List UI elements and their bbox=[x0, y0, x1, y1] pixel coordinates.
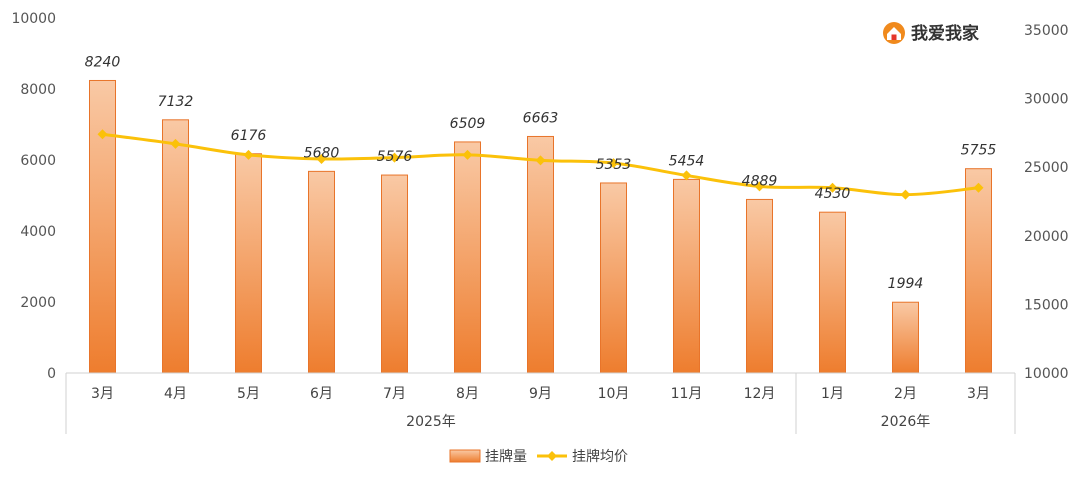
line-point bbox=[462, 149, 473, 160]
x-tick-label: 8月 bbox=[456, 386, 479, 402]
left-tick-label: 0 bbox=[47, 366, 56, 382]
left-tick-label: 10000 bbox=[11, 11, 56, 27]
bar-value-label: 7132 bbox=[158, 94, 194, 110]
x-axis: 3月 4月 5月 6月 7月 8月 9月 10月 11月 12月 1月 2月 3月 2025年 2026年 bbox=[65, 372, 1016, 434]
right-tick-label: 25000 bbox=[1024, 160, 1069, 176]
bar-value-label: 1994 bbox=[888, 276, 924, 292]
right-tick-label: 30000 bbox=[1024, 92, 1069, 108]
line-series bbox=[97, 129, 984, 200]
x-tick-label: 10月 bbox=[598, 386, 630, 402]
bar bbox=[819, 211, 846, 374]
legend-line-marker bbox=[547, 451, 557, 461]
legend-item-line: 挂牌均价 bbox=[537, 448, 628, 465]
line-point bbox=[389, 152, 400, 163]
line-point bbox=[754, 181, 765, 192]
x-tick-label: 5月 bbox=[237, 386, 260, 402]
legend-item-bar: 挂牌量 bbox=[449, 448, 527, 465]
bar bbox=[235, 153, 262, 374]
bar bbox=[600, 182, 627, 374]
x-tick-label: 4月 bbox=[164, 386, 187, 402]
left-tick-label: 4000 bbox=[20, 224, 56, 240]
x-tick-label: 3月 bbox=[91, 386, 114, 402]
bar bbox=[673, 178, 700, 374]
x-tick-label: 11月 bbox=[671, 386, 703, 402]
line-point bbox=[681, 170, 692, 181]
line-point bbox=[316, 153, 327, 164]
x-tick-label: 7月 bbox=[383, 386, 406, 402]
bar-value-label: 4889 bbox=[742, 173, 778, 189]
bar bbox=[162, 119, 189, 374]
x-tick-label: 12月 bbox=[744, 386, 776, 402]
bar-value-label: 5576 bbox=[377, 149, 413, 165]
bar-value-label: 5454 bbox=[669, 153, 705, 169]
logo-text: 我爱我家 bbox=[911, 23, 979, 44]
right-tick-label: 20000 bbox=[1024, 229, 1069, 245]
left-tick-label: 6000 bbox=[20, 153, 56, 169]
data-labels: 8240 7132 6176 5680 5576 6509 6663 5353 5454 4889… bbox=[85, 54, 997, 292]
bar-value-label: 4530 bbox=[815, 186, 851, 202]
bar bbox=[746, 198, 773, 374]
legend-line-label: 挂牌均价 bbox=[572, 448, 628, 465]
line-point bbox=[900, 189, 911, 200]
line-point bbox=[97, 129, 108, 140]
legend: 挂牌量 挂牌均价 bbox=[449, 448, 628, 465]
bar-value-label: 6176 bbox=[231, 128, 267, 144]
bar bbox=[892, 301, 919, 374]
right-tick-label: 10000 bbox=[1024, 366, 1069, 382]
line-point bbox=[535, 155, 546, 166]
right-tick-label: 15000 bbox=[1024, 297, 1069, 313]
right-axis: 10000 15000 20000 25000 30000 35000 bbox=[1024, 23, 1069, 382]
bar-value-label: 8240 bbox=[85, 54, 121, 70]
bar-value-label: 5755 bbox=[961, 143, 997, 159]
left-axis: 0 2000 4000 6000 8000 10000 bbox=[11, 11, 56, 382]
line-point bbox=[243, 149, 254, 160]
brand-logo: 我爱我家 bbox=[883, 22, 979, 44]
legend-bar-label: 挂牌量 bbox=[485, 448, 527, 465]
x-tick-label: 3月 bbox=[967, 386, 990, 402]
left-tick-label: 2000 bbox=[20, 295, 56, 311]
x-group-label: 2026年 bbox=[881, 414, 931, 430]
x-tick-label: 2月 bbox=[894, 386, 917, 402]
line-point bbox=[827, 182, 838, 193]
bar-value-label: 5353 bbox=[596, 157, 632, 173]
x-tick-label: 6月 bbox=[310, 386, 333, 402]
bar bbox=[381, 174, 408, 374]
bar bbox=[308, 170, 335, 374]
x-tick-label: 1月 bbox=[821, 386, 844, 402]
bar bbox=[527, 135, 554, 374]
left-tick-label: 8000 bbox=[20, 82, 56, 98]
bar-value-label: 6663 bbox=[523, 110, 559, 126]
x-tick-label: 9月 bbox=[529, 386, 552, 402]
x-group-label: 2025年 bbox=[406, 414, 456, 430]
bar bbox=[454, 141, 481, 374]
line-point bbox=[608, 158, 619, 169]
line-point bbox=[170, 138, 181, 149]
line-point bbox=[973, 182, 984, 193]
bar-value-label: 6509 bbox=[450, 116, 486, 132]
bar bbox=[965, 168, 992, 374]
right-tick-label: 35000 bbox=[1024, 23, 1069, 39]
house-logo-icon bbox=[883, 22, 905, 44]
bar-value-label: 5680 bbox=[304, 145, 340, 161]
bar bbox=[89, 79, 116, 374]
legend-bar-swatch bbox=[449, 449, 481, 463]
